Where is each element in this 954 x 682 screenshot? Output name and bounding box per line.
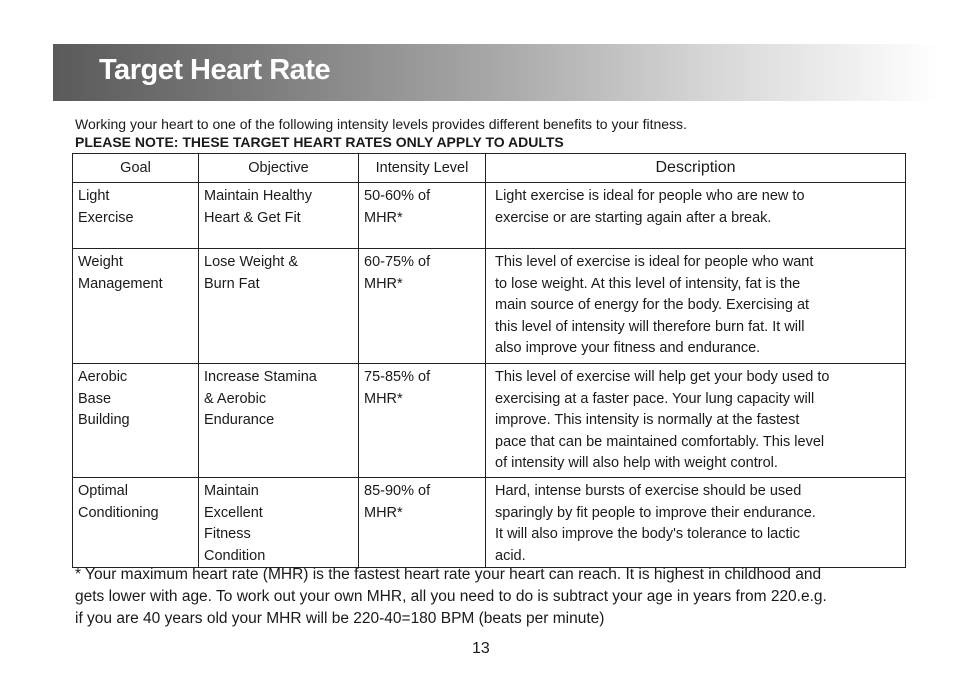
description-line: pace that can be maintained comfortably.… — [495, 433, 825, 450]
description-line: Hard, intense bursts of exercise should … — [495, 483, 802, 499]
intensity-line: MHR* — [364, 504, 403, 521]
objective-line: Lose Weight & — [204, 254, 299, 270]
goal-cell: Aerobic Base Building — [72, 363, 199, 478]
objective-line: & Aerobic — [204, 390, 267, 407]
goal-line: Aerobic — [78, 369, 128, 385]
header-intensity: Intensity Level — [358, 153, 486, 183]
objective-line: Condition — [204, 547, 266, 564]
description-cell: Hard, intense bursts of exercise should … — [485, 477, 906, 568]
description-cell: Light exercise is ideal for people who a… — [485, 182, 906, 249]
intro-text: Working your heart to one of the followi… — [75, 116, 687, 132]
table-row: Weight Management Lose Weight & Burn Fat… — [72, 248, 906, 364]
objective-line: Increase Stamina — [204, 369, 317, 385]
table-row: Optimal Conditioning Maintain Excellent … — [72, 477, 906, 568]
table-row: Light Exercise Maintain Healthy Heart & … — [72, 182, 906, 249]
header-goal: Goal — [72, 153, 199, 183]
objective-cell: Increase Stamina & Aerobic Endurance — [198, 363, 359, 478]
goal-line: Light — [78, 188, 110, 204]
intensity-line: 50-60% of — [364, 188, 431, 204]
intensity-cell: 60-75% of MHR* — [358, 248, 486, 364]
description-line: It will also improve the body's toleranc… — [495, 526, 800, 542]
intensity-cell: 50-60% of MHR* — [358, 182, 486, 249]
description-line: of intensity will also help with weight … — [495, 455, 778, 471]
footnote-line: * Your maximum heart rate (MHR) is the f… — [75, 566, 822, 583]
goal-line: Optimal — [78, 483, 128, 499]
description-line: This level of exercise will help get you… — [495, 369, 830, 385]
objective-cell: Maintain Excellent Fitness Condition — [198, 477, 359, 568]
description-cell: This level of exercise will help get you… — [485, 363, 906, 478]
objective-line: Burn Fat — [204, 275, 260, 292]
footnote-line: gets lower with age. To work out your ow… — [75, 588, 827, 605]
objective-line: Excellent — [204, 504, 263, 521]
footnote-line: if you are 40 years old your MHR will be… — [75, 610, 605, 627]
intensity-line: MHR* — [364, 209, 403, 226]
objective-line: Maintain Healthy — [204, 188, 312, 204]
description-line: Light exercise is ideal for people who a… — [495, 188, 805, 204]
header-objective: Objective — [198, 153, 359, 183]
description-line: exercising at a faster pace. Your lung c… — [495, 390, 815, 407]
description-line: exercise or are starting again after a b… — [495, 209, 772, 226]
description-line: to lose weight. At this level of intensi… — [495, 275, 801, 292]
table-header-row: Goal Objective Intensity Level Descripti… — [72, 153, 906, 183]
description-line: This level of exercise is ideal for peop… — [495, 254, 814, 270]
goal-cell: Optimal Conditioning — [72, 477, 199, 568]
goal-cell: Weight Management — [72, 248, 199, 364]
page-title: Target Heart Rate — [99, 54, 331, 86]
mhr-footnote: * Your maximum heart rate (MHR) is the f… — [75, 564, 915, 630]
goal-line: Base — [78, 390, 112, 407]
intensity-cell: 75-85% of MHR* — [358, 363, 486, 478]
description-line: sparingly by fit people to improve their… — [495, 504, 816, 521]
intensity-line: MHR* — [364, 390, 403, 407]
page-number: 13 — [472, 640, 490, 657]
intensity-line: MHR* — [364, 275, 403, 292]
description-line: improve. This intensity is normally at t… — [495, 412, 800, 428]
title-banner: Target Heart Rate — [53, 44, 940, 101]
goal-cell: Light Exercise — [72, 182, 199, 249]
goal-line: Building — [78, 412, 130, 428]
adults-note: PLEASE NOTE: THESE TARGET HEART RATES ON… — [75, 134, 564, 150]
intensity-line: 60-75% of — [364, 254, 431, 270]
description-line: acid. — [495, 547, 526, 564]
description-cell: This level of exercise is ideal for peop… — [485, 248, 906, 364]
description-line: main source of energy for the body. Exer… — [495, 297, 810, 313]
goal-line: Conditioning — [78, 504, 159, 521]
goal-line: Exercise — [78, 209, 134, 226]
objective-cell: Maintain Healthy Heart & Get Fit — [198, 182, 359, 249]
intensity-line: 85-90% of — [364, 483, 431, 499]
objective-line: Fitness — [204, 526, 251, 542]
objective-line: Heart & Get Fit — [204, 209, 301, 226]
goal-line: Weight — [78, 254, 123, 270]
heart-rate-table: Goal Objective Intensity Level Descripti… — [72, 153, 906, 568]
table-row: Aerobic Base Building Increase Stamina &… — [72, 363, 906, 478]
description-line: also improve your fitness and endurance. — [495, 340, 761, 356]
objective-cell: Lose Weight & Burn Fat — [198, 248, 359, 364]
objective-line: Maintain — [204, 483, 259, 499]
header-description: Description — [485, 153, 906, 183]
description-line: this level of intensity will therefore b… — [495, 318, 805, 335]
intensity-cell: 85-90% of MHR* — [358, 477, 486, 568]
goal-line: Management — [78, 275, 163, 292]
objective-line: Endurance — [204, 412, 275, 428]
intensity-line: 75-85% of — [364, 369, 431, 385]
